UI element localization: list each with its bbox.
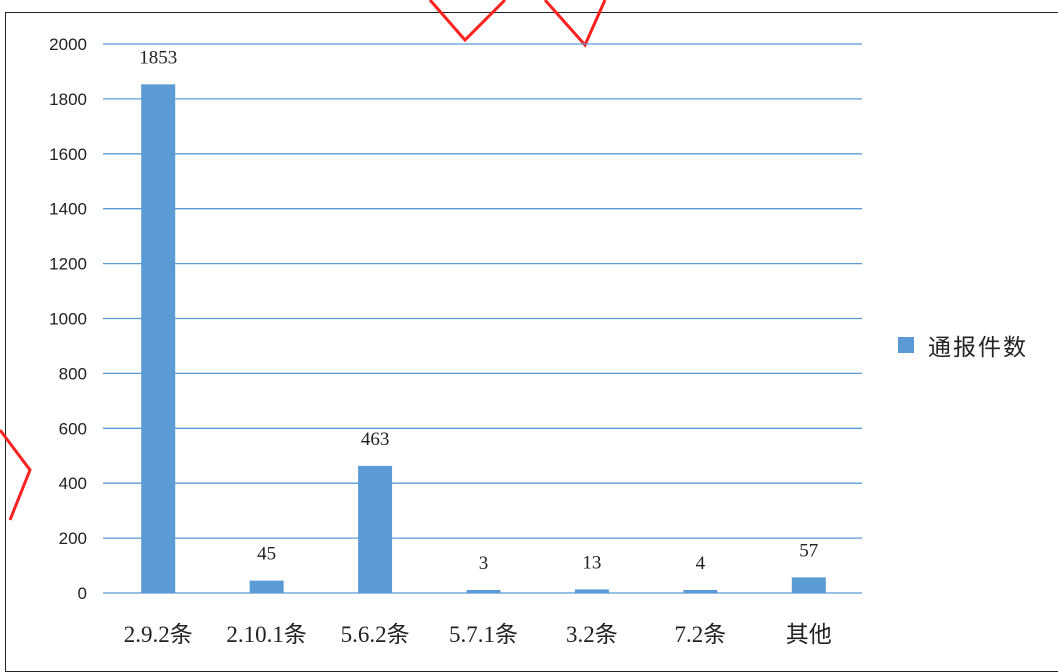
data-label: 57 [799,540,818,561]
x-tick-label: 2.9.2条 [124,622,193,647]
y-tick-label: 2000 [49,35,87,54]
x-tick-label: 7.2条 [674,622,726,647]
bar [574,589,609,593]
x-tick-label: 其他 [786,622,832,647]
data-label: 1853 [139,47,177,68]
x-tick-label: 3.2条 [566,622,618,647]
x-tick-label: 5.6.2条 [341,622,410,647]
bar [683,590,718,593]
data-label: 4 [696,553,706,574]
chart-frame [5,12,1058,672]
y-tick-label: 800 [59,364,87,383]
grid-layer [103,43,862,594]
bar [466,590,501,593]
x-tick-label: 2.10.1条 [226,622,307,647]
data-label: 3 [479,553,489,574]
y-tick-label: 400 [59,474,87,493]
y-tick-label: 1400 [49,200,87,219]
data-label: 45 [257,544,276,565]
bar [141,84,176,593]
bar [249,580,284,593]
legend: 通报件数 [898,334,1028,360]
data-label: 13 [582,552,601,573]
legend-label: 通报件数 [928,334,1028,360]
y-tick-label: 1000 [49,310,87,329]
y-tick-label: 0 [78,584,87,603]
y-axis: 0 200 400 600 800 1000 1200 1400 1600 1800 2000 [49,35,87,603]
watermark [0,0,607,521]
y-tick-label: 1200 [49,255,87,274]
bar [791,577,826,593]
y-tick-label: 600 [59,419,87,438]
legend-swatch [898,337,914,353]
y-tick-label: 1600 [49,145,87,164]
x-axis: 2.9.2条 2.10.1条 5.6.2条 5.7.1条 3.2条 7.2条 其他 [124,622,832,647]
bar-series [141,84,826,593]
data-label: 463 [361,429,390,450]
y-tick-label: 200 [59,529,87,548]
data-labels: 1853 45 463 3 13 4 57 [139,47,818,574]
bar [358,465,393,593]
x-tick-label: 5.7.1条 [449,622,518,647]
y-tick-label: 1800 [49,90,87,109]
